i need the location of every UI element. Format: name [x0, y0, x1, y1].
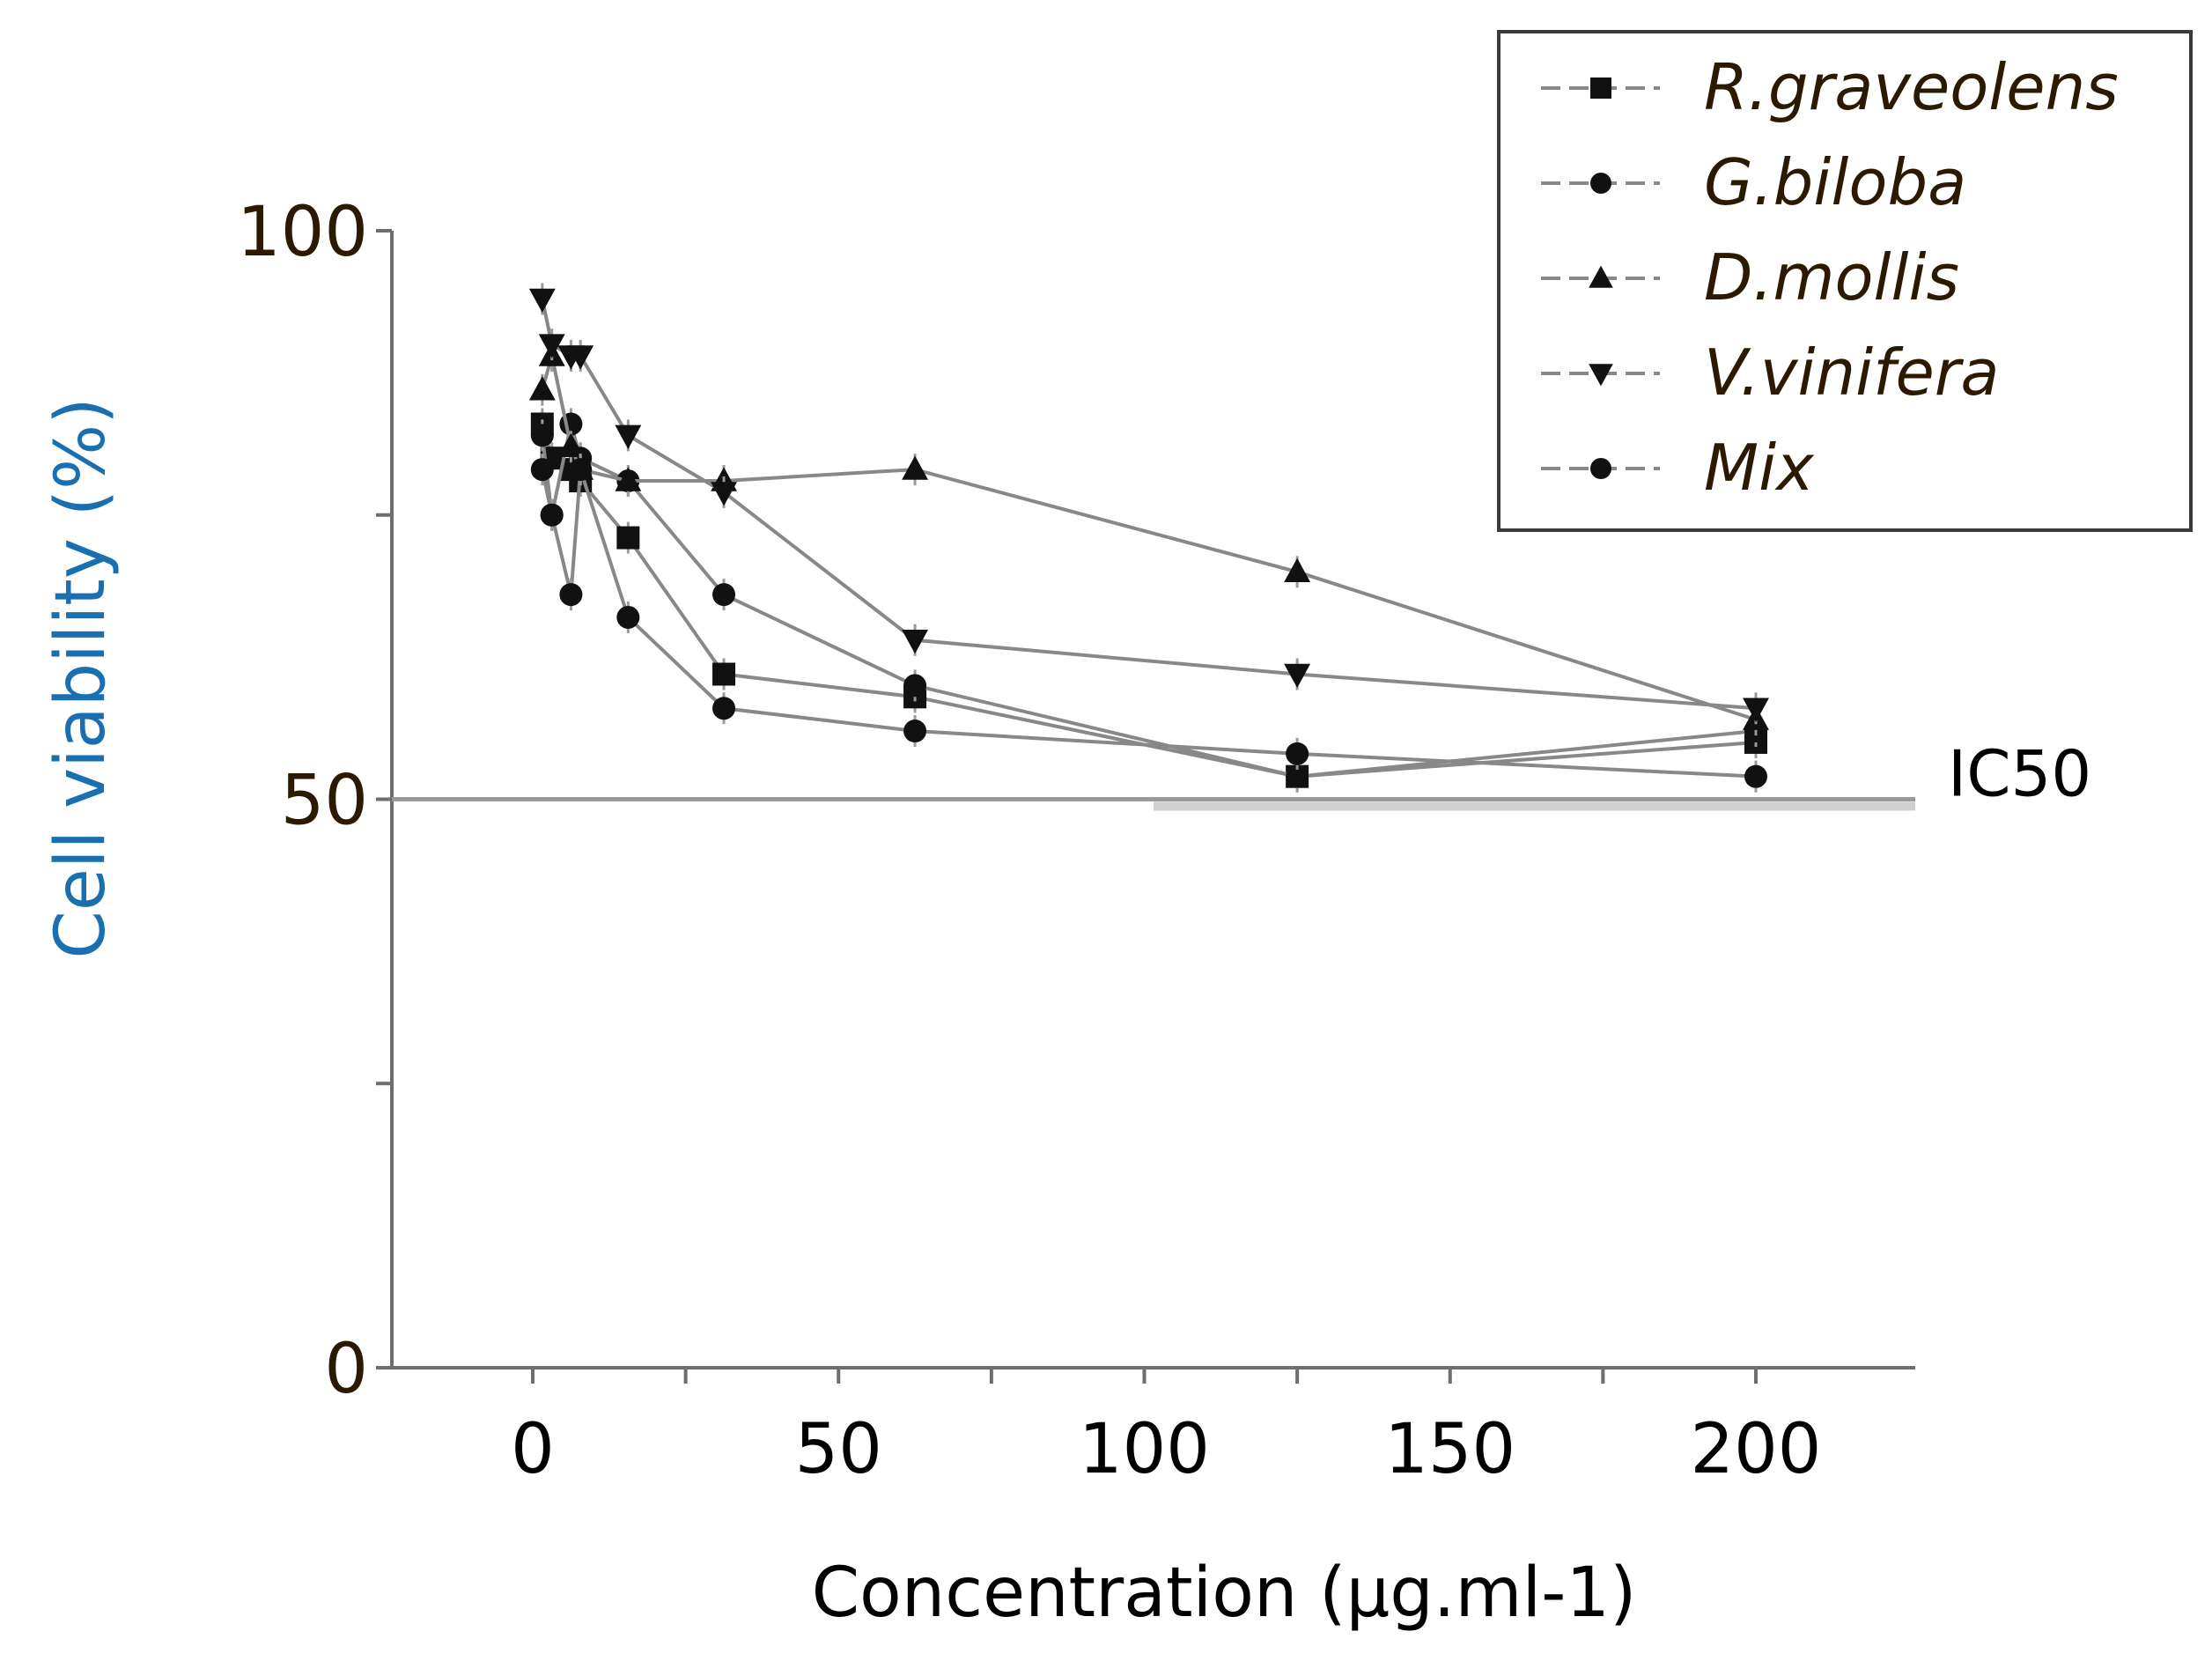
data-point: [569, 458, 593, 482]
x-tick-label: 0: [511, 1410, 555, 1489]
data-point: [528, 376, 556, 401]
data-point: [712, 697, 736, 720]
data-point: [712, 583, 736, 607]
legend-label: V.vinifera: [1704, 336, 2000, 410]
data-point: [903, 720, 927, 743]
data-point: [567, 345, 594, 370]
legend-item: G.biloba: [1541, 145, 1966, 219]
data-point: [530, 458, 554, 482]
x-tick-label: 150: [1384, 1410, 1515, 1489]
x-axis-title: Concentration (µg.ml-1): [812, 1554, 1637, 1633]
data-point: [1284, 663, 1311, 689]
legend-label: D.mollis: [1704, 240, 1959, 314]
series-mix: [530, 454, 1767, 793]
data-point: [1743, 698, 1769, 722]
legend-item: R.graveolens: [1541, 50, 2119, 124]
data-point: [902, 630, 929, 654]
legend-marker: [1589, 364, 1613, 387]
data-point: [1744, 764, 1767, 788]
ic50-reference: IC50: [392, 737, 2091, 811]
y-tick-label: 0: [324, 1330, 368, 1409]
legend-box: [1497, 30, 2193, 532]
data-point: [528, 288, 556, 314]
data-point: [711, 482, 737, 506]
data-point: [557, 432, 585, 457]
data-point: [1286, 764, 1309, 788]
series-layer: [528, 283, 1769, 793]
legend-item: V.vinifera: [1541, 336, 2000, 410]
data-point: [712, 662, 736, 686]
data-point: [538, 334, 565, 358]
legend-item: Mix: [1541, 431, 1815, 505]
data-point: [903, 674, 927, 698]
y-tick-label: 100: [237, 193, 368, 272]
legend-marker: [1589, 265, 1613, 288]
legend-marker: [1590, 78, 1611, 99]
data-point: [615, 467, 642, 491]
axis-titles: Concentration (µg.ml-1) Cell viability (%…: [41, 397, 1636, 1633]
data-point: [540, 503, 564, 527]
legend-label: R.graveolens: [1704, 50, 2119, 124]
data-point: [615, 424, 642, 449]
legend: R.graveolens G.biloba D.mollis V.vinifera Mi…: [1497, 30, 2193, 532]
legend-marker: [1590, 173, 1611, 194]
legend-marker: [1590, 458, 1611, 479]
y-tick-label: 50: [281, 762, 368, 841]
data-point: [1286, 742, 1309, 765]
tick-labels: 0 50 100 150 200 0 50 100: [237, 193, 1821, 1489]
x-tick-label: 100: [1079, 1410, 1210, 1489]
series-v-vinifera: [528, 283, 1769, 725]
legend-label: G.biloba: [1704, 145, 1966, 219]
data-point: [1284, 557, 1311, 582]
data-point: [530, 424, 554, 447]
data-point: [902, 455, 929, 480]
data-point: [616, 605, 640, 629]
x-tick-label: 50: [795, 1410, 882, 1489]
legend-label: Mix: [1704, 431, 1815, 505]
y-axis-title: Cell viability (%): [41, 397, 121, 958]
legend-item: D.mollis: [1541, 240, 1959, 314]
ic50-label: IC50: [1948, 737, 2091, 811]
data-point: [616, 526, 640, 550]
x-tick-label: 200: [1691, 1410, 1822, 1489]
data-point: [559, 583, 583, 607]
